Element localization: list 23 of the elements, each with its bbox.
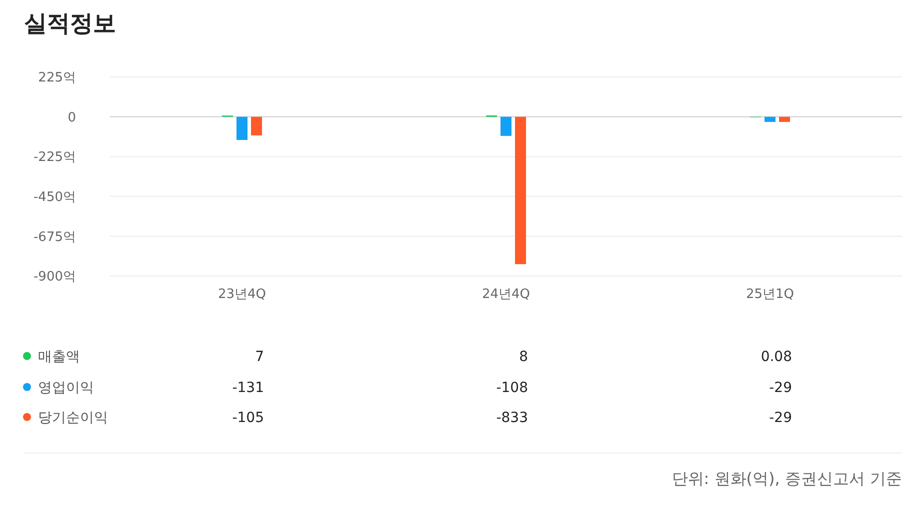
legend-label: 영업이익 bbox=[38, 380, 94, 396]
y-tick-label: 225억 bbox=[38, 70, 76, 86]
data-label: 8 bbox=[519, 348, 528, 365]
y-tick-label: -675억 bbox=[33, 230, 76, 245]
data-label: -108 bbox=[496, 380, 528, 396]
data-label: 7 bbox=[255, 348, 264, 365]
x-tick-label: 23년4Q bbox=[218, 287, 266, 302]
legend-label: 당기순이익 bbox=[38, 410, 108, 426]
y-tick-label: -450억 bbox=[33, 190, 76, 205]
x-tick-label: 25년1Q bbox=[746, 287, 794, 302]
data-label: 0.08 bbox=[760, 348, 792, 365]
data-label: -131 bbox=[232, 380, 264, 396]
data-label: -833 bbox=[496, 410, 528, 426]
legend-label: 매출액 bbox=[38, 348, 80, 365]
data-label: -29 bbox=[769, 410, 792, 426]
y-tick-label: -225억 bbox=[33, 150, 76, 166]
chart-title: 실적정보 bbox=[24, 11, 116, 37]
y-tick-label: -900억 bbox=[33, 270, 76, 285]
data-label: -29 bbox=[769, 380, 792, 396]
text: 단위: 원화(억), 증권신고서 기준 bbox=[672, 469, 902, 488]
y-tick-label: 0 bbox=[68, 110, 76, 126]
x-tick-label: 24년4Q bbox=[482, 287, 530, 302]
data-label: -105 bbox=[232, 410, 264, 426]
